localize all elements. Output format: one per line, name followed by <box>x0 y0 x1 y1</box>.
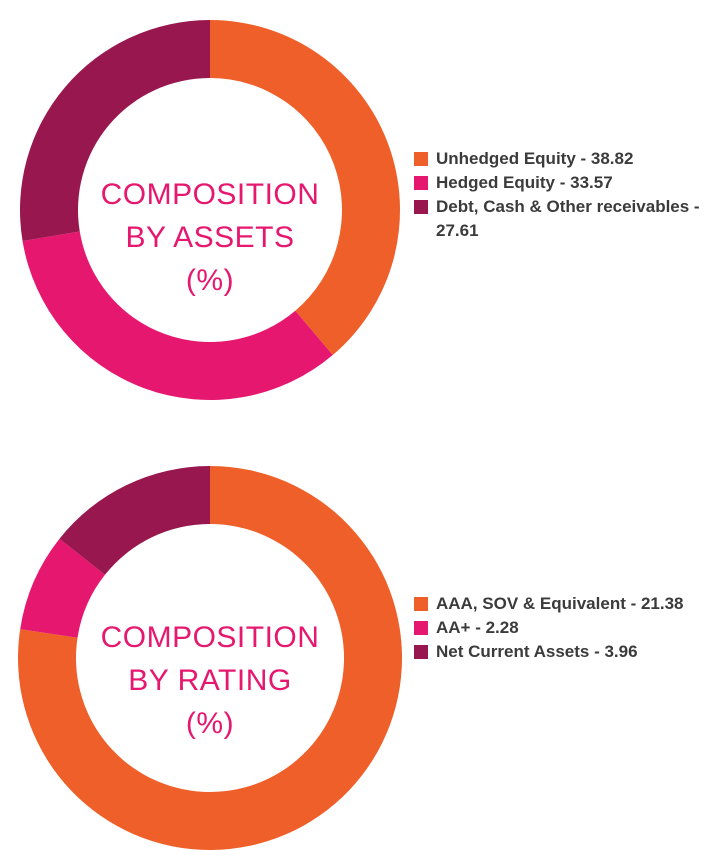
legend-item: Unhedged Equity - 38.82 <box>414 147 714 171</box>
legend-swatch <box>414 645 428 659</box>
legend-label: Debt, Cash & Other receivables - 27.61 <box>436 197 700 240</box>
assets-slice-3 <box>20 20 210 242</box>
legend-label: Hedged Equity - 33.57 <box>436 173 613 192</box>
rating-title-line-1: COMPOSITION <box>100 621 320 654</box>
legend-swatch <box>414 597 428 611</box>
legend-swatch <box>414 621 428 635</box>
assets-title-line-2: BY ASSETS <box>125 221 295 254</box>
assets-title-line-1: COMPOSITION <box>100 178 320 211</box>
legend-label: Unhedged Equity - 38.82 <box>436 149 634 168</box>
rating-slice-1 <box>18 466 402 851</box>
rating-legend: AAA, SOV & Equivalent - 21.38 AA+ - 2.28… <box>414 592 714 664</box>
rating-center-title: COMPOSITION BY RATING (%) <box>70 616 350 745</box>
legend-label: AAA, SOV & Equivalent - 21.38 <box>436 594 684 613</box>
composition-by-assets-chart: COMPOSITION BY ASSETS (%) Unhedged Equit… <box>0 0 717 420</box>
legend-label: AA+ - 2.28 <box>436 618 519 637</box>
legend-item: Debt, Cash & Other receivables - 27.61 <box>414 195 714 243</box>
rating-title-line-3: (%) <box>185 707 235 740</box>
composition-by-rating-chart: COMPOSITION BY RATING (%) AAA, SOV & Equ… <box>0 430 717 851</box>
assets-slice-2 <box>22 231 333 401</box>
legend-swatch <box>414 152 428 166</box>
legend-swatch <box>414 200 428 214</box>
legend-item: AA+ - 2.28 <box>414 616 714 640</box>
legend-item: AAA, SOV & Equivalent - 21.38 <box>414 592 714 616</box>
assets-slice-1 <box>210 20 400 356</box>
assets-center-title: COMPOSITION BY ASSETS (%) <box>70 173 350 302</box>
rating-slice-2 <box>20 538 105 638</box>
legend-item: Hedged Equity - 33.57 <box>414 171 714 195</box>
assets-title-line-3: (%) <box>185 264 235 297</box>
rating-title-line-2: BY RATING <box>128 664 292 697</box>
legend-label: Net Current Assets - 3.96 <box>436 642 638 661</box>
legend-item: Net Current Assets - 3.96 <box>414 640 714 664</box>
assets-legend: Unhedged Equity - 38.82 Hedged Equity - … <box>414 147 714 243</box>
assets-donut <box>20 20 400 401</box>
rating-donut <box>18 466 402 851</box>
rating-slice-3 <box>59 466 210 575</box>
legend-swatch <box>414 176 428 190</box>
